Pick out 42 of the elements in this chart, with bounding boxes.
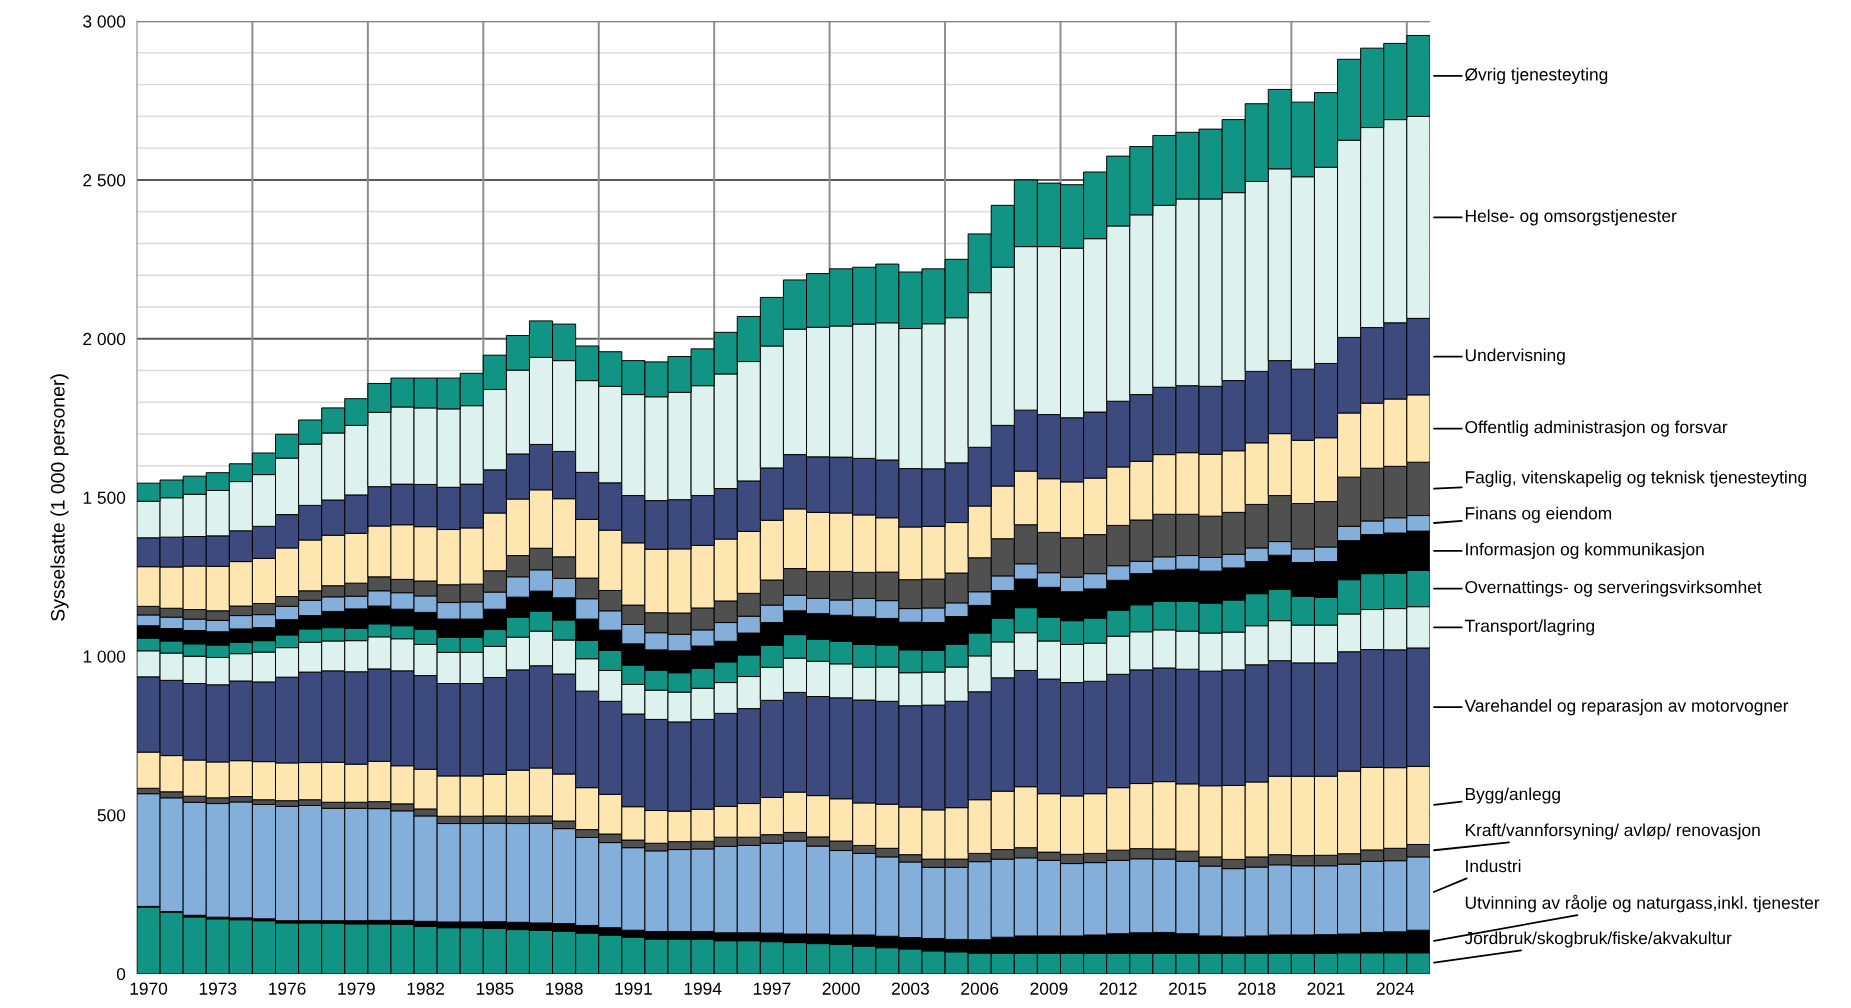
x-tick-label: 1973	[199, 982, 237, 995]
x-tick-label: 1985	[476, 982, 514, 995]
x-tick-label: 2000	[822, 982, 860, 995]
text: Kraft/vannforsyning/ avløp/ renovasjon	[1465, 823, 1760, 840]
legend-label: Informasjon og kommunikasjon	[1466, 542, 1704, 559]
legend-label: Varehandel og reparasjon av motorvogner	[1464, 699, 1789, 716]
legend-label: Undervisning	[1465, 348, 1565, 365]
y-tick-label: 3 000	[83, 15, 126, 28]
legend-label: Finans og eiendom	[1465, 506, 1612, 523]
x-tick-label: 2018	[1238, 982, 1276, 995]
legend-label: Overnattings- og serveringsvirksomhet	[1465, 580, 1762, 597]
legend-label: Faglig, vitenskapelig og teknisk tjenesteyting	[1465, 470, 1806, 487]
y-tick-label: 0	[116, 967, 126, 981]
y-tick-label: 2 000	[83, 332, 126, 346]
legend-label: Bygg/anlegg	[1465, 787, 1560, 804]
x-tick-label: 1988	[546, 982, 583, 995]
x-tick-label: 1997	[753, 982, 791, 995]
x-tick-label: 1979	[338, 982, 375, 995]
text: Utvinning av råolje og naturgass,inkl. tjenester	[1465, 894, 1820, 913]
x-tick-label: 2024	[1376, 982, 1415, 995]
text: Jordbruk/skogbruk/fiske/akvakultur	[1464, 931, 1732, 948]
y-tick-label: 2 500	[83, 174, 126, 187]
x-tick-label: 1991	[615, 982, 652, 995]
x-tick-label: 2015	[1169, 982, 1207, 995]
x-tick-label: 2021	[1307, 982, 1345, 995]
legend-label: Offentlig administrasjon og forsvar	[1465, 420, 1728, 437]
text: Industri	[1466, 859, 1521, 873]
x-tick-label: 1970	[130, 982, 168, 995]
y-tick-label: 1 000	[83, 650, 126, 663]
x-tick-label: 1976	[269, 982, 306, 995]
x-tick-label: 2012	[1099, 982, 1137, 995]
legend-label: Øvrig tjenesteyting	[1465, 67, 1608, 85]
x-tick-label: 2006	[961, 982, 999, 995]
y-axis-title: Sysselsatte (1 000 personer)	[50, 374, 69, 621]
legend-label: Transport/lagring	[1464, 619, 1594, 636]
x-tick-label: 1994	[684, 982, 722, 995]
y-tick-label: 500	[97, 809, 126, 822]
x-tick-label: 2009	[1030, 982, 1068, 995]
legend-label: Helse- og omsorgstjenester	[1465, 209, 1677, 226]
x-tick-label: 1982	[407, 982, 445, 995]
x-tick-label: 2003	[891, 982, 929, 995]
y-tick-label: 1 500	[83, 491, 126, 504]
